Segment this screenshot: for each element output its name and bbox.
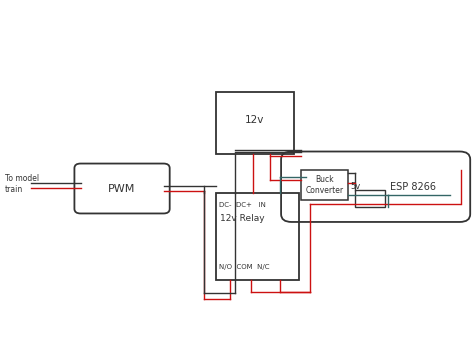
Text: PWM: PWM [109, 183, 136, 194]
Text: To model
train: To model train [5, 175, 39, 194]
Bar [301, 170, 348, 200]
FancyBboxPatch shape [74, 164, 170, 213]
Text: DC-  DC+   IN: DC- DC+ IN [219, 202, 266, 208]
Text: 12v: 12v [245, 115, 264, 125]
Bar [355, 190, 385, 207]
Text: 5v: 5v [350, 182, 361, 191]
Text: Buck
Converter: Buck Converter [306, 175, 344, 195]
Text: 12v Relay: 12v Relay [220, 215, 265, 223]
Bar [216, 193, 299, 280]
Text: N/O  COM  N/C: N/O COM N/C [219, 264, 270, 270]
Text: ESP 8266: ESP 8266 [390, 182, 436, 192]
Bar [216, 92, 294, 154]
